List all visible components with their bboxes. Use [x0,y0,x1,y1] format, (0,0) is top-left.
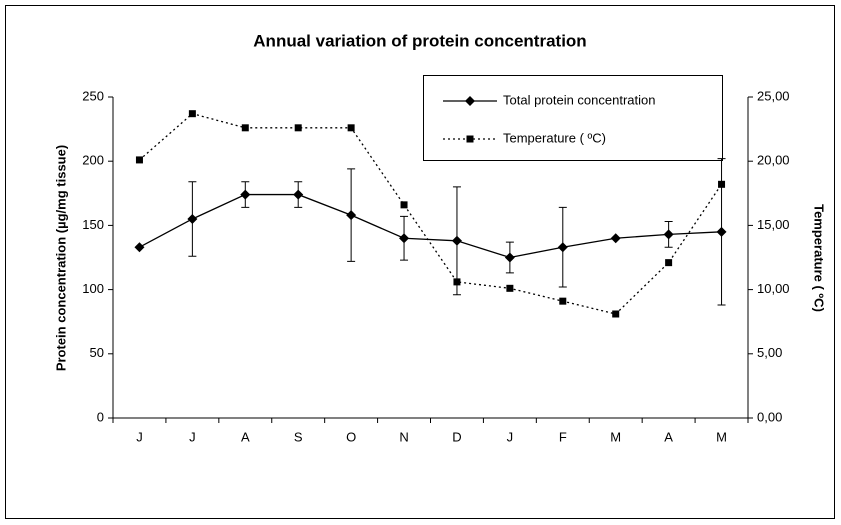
data-point [610,233,621,244]
y2-tick-label: 15,00 [757,217,790,232]
legend [423,75,723,161]
data-point [294,124,302,132]
y-tick-label: 0 [97,409,104,424]
data-point [399,233,410,244]
data-point [663,229,674,240]
data-point [612,310,620,318]
x-tick-label: M [610,429,621,444]
data-point [557,242,568,253]
data-point [293,189,304,200]
chart-title: Annual variation of protein concentratio… [253,31,586,50]
y-axis-label: Protein concentration (µg/mg tissue) [53,145,68,371]
data-point [346,210,357,221]
data-point [188,110,196,118]
x-tick-label: F [559,429,567,444]
legend-label: Total protein concentration [503,92,655,107]
data-point [466,135,474,143]
x-tick-label: D [452,429,461,444]
data-point [240,189,251,200]
x-tick-label: J [136,429,143,444]
data-point [135,156,143,164]
y-tick-label: 250 [82,88,104,103]
x-tick-label: A [664,429,673,444]
y2-tick-label: 10,00 [757,281,790,296]
y-tick-label: 200 [82,153,104,168]
y-tick-label: 150 [82,217,104,232]
data-point [716,226,727,237]
data-point [347,124,355,132]
series-line [139,112,723,315]
legend-label: Temperature ( ºC) [503,130,606,145]
data-point [453,278,461,286]
y2-tick-label: 0,00 [757,409,782,424]
data-point [451,235,462,246]
data-point [718,180,726,188]
data-point [465,96,475,106]
y-tick-label: 50 [90,345,104,360]
x-tick-label: N [399,429,408,444]
data-point [506,284,514,292]
data-point [665,259,673,267]
data-point [559,297,567,305]
x-tick-label: S [294,429,303,444]
y2-tick-label: 20,00 [757,153,790,168]
data-point [241,124,249,132]
y-tick-label: 100 [82,281,104,296]
data-point [187,213,198,224]
y2-axis-label: Temperature ( ºC) [812,204,827,312]
y2-tick-label: 5,00 [757,345,782,360]
x-tick-label: J [189,429,196,444]
x-tick-label: J [507,429,514,444]
data-point [400,201,408,209]
series-line [139,193,722,259]
y2-tick-label: 25,00 [757,88,790,103]
x-tick-label: O [346,429,356,444]
x-tick-label: A [241,429,250,444]
data-point [504,252,515,263]
data-point [134,242,145,253]
x-tick-label: M [716,429,727,444]
